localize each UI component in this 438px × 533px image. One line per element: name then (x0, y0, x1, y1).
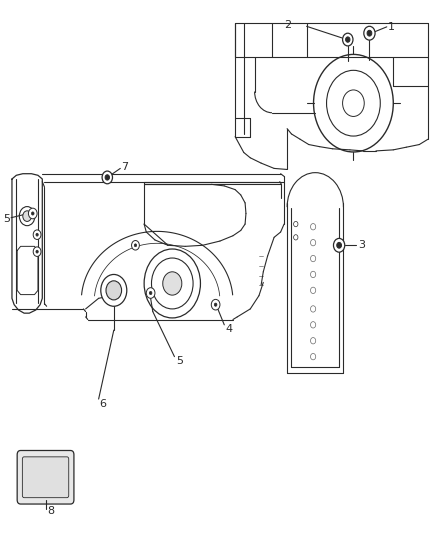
Text: 5: 5 (3, 214, 10, 224)
Text: 2: 2 (284, 20, 291, 30)
Text: 3: 3 (358, 240, 365, 251)
Circle shape (211, 300, 220, 310)
FancyBboxPatch shape (17, 450, 74, 504)
FancyBboxPatch shape (22, 457, 69, 498)
Circle shape (346, 37, 350, 42)
Circle shape (33, 247, 41, 256)
Circle shape (364, 26, 375, 40)
Circle shape (367, 30, 372, 36)
Circle shape (149, 292, 152, 295)
Text: 5: 5 (176, 356, 183, 366)
Text: 4: 4 (225, 324, 232, 334)
Circle shape (23, 211, 32, 221)
Circle shape (32, 212, 34, 215)
Circle shape (337, 243, 342, 248)
Circle shape (214, 303, 217, 306)
Text: 6: 6 (99, 399, 106, 409)
Circle shape (102, 171, 113, 184)
Circle shape (33, 230, 41, 239)
Text: 1: 1 (388, 22, 395, 32)
Circle shape (19, 207, 35, 225)
Circle shape (333, 238, 345, 252)
Circle shape (131, 240, 139, 250)
Circle shape (134, 244, 137, 247)
Text: 8: 8 (47, 506, 54, 516)
Circle shape (36, 250, 38, 253)
Circle shape (163, 272, 182, 295)
Circle shape (146, 288, 155, 298)
Circle shape (36, 233, 38, 236)
Circle shape (105, 175, 110, 180)
Circle shape (106, 281, 122, 300)
Circle shape (28, 208, 37, 219)
Circle shape (101, 274, 127, 306)
Circle shape (343, 33, 353, 46)
Text: 7: 7 (122, 163, 129, 172)
